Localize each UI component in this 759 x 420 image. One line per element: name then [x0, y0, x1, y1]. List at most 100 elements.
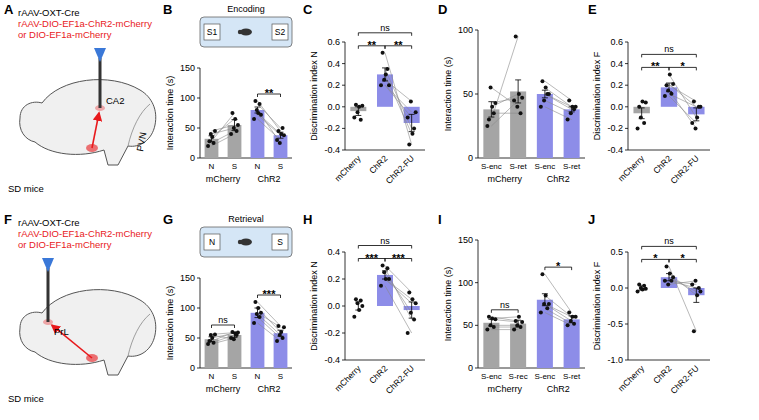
y-tick-label: 100 — [458, 25, 473, 35]
y-tick — [475, 30, 478, 31]
y-tick — [625, 288, 628, 289]
panel-label: I — [438, 212, 442, 227]
data-point — [669, 92, 673, 96]
pair-line — [385, 74, 412, 133]
inset-item: N — [209, 237, 215, 247]
y-axis: -0.4-0.20.00.20.40.6 — [607, 37, 710, 155]
data-point — [698, 105, 702, 109]
sig-label: ns — [664, 44, 674, 54]
inset-title: Retrieval — [228, 214, 264, 224]
data-point — [236, 331, 240, 335]
data-point — [694, 279, 698, 283]
sig-label: *** — [392, 252, 406, 264]
data-point — [637, 282, 641, 286]
x-tick-label: mCherry — [333, 153, 364, 184]
x-tick-label: ChR2 — [651, 153, 674, 176]
data-point — [671, 82, 675, 86]
y-axis-title: Interaction time (s) — [443, 57, 453, 132]
panel-label: B — [163, 2, 172, 17]
pair-line — [385, 279, 412, 303]
error-bar — [278, 330, 284, 336]
data-point — [695, 116, 699, 120]
bar — [537, 94, 553, 158]
y-axis-title: Interaction time (s) — [165, 76, 175, 151]
mouse-head — [238, 30, 242, 34]
chart-panel: C-0.4-0.20.00.20.40.6Discrimination inde… — [303, 2, 425, 186]
data-point — [360, 104, 364, 108]
y-tick-label: 0.2 — [327, 80, 340, 90]
task-inset: Retrieval N S — [200, 214, 292, 257]
subject-label: SD mice — [8, 393, 44, 404]
data-point — [569, 319, 573, 323]
x-tick-label: S — [278, 162, 283, 171]
y-tick-label: 100 — [458, 278, 473, 288]
subject-label: SD mice — [8, 183, 44, 194]
data-point — [517, 92, 521, 96]
y-axis-line — [200, 68, 201, 158]
inset-item: S — [277, 237, 283, 247]
data-point — [644, 287, 648, 291]
data-point — [666, 282, 670, 286]
data-point — [485, 328, 489, 332]
panel-label: F — [4, 212, 12, 227]
panel-label: G — [163, 212, 173, 227]
y-axis-title: Interaction time (s) — [443, 267, 453, 342]
y-tick — [197, 308, 200, 309]
task-inset: EncodingS1S2 — [200, 4, 292, 47]
data-point — [669, 279, 673, 283]
y-tick — [625, 42, 628, 43]
data-point — [697, 286, 701, 290]
y-axis: 050100150 — [180, 273, 292, 373]
y-axis: -0.4-0.20.00.20.40.6 — [324, 37, 425, 155]
data-point — [493, 101, 497, 105]
data-point — [414, 110, 418, 114]
region-label: CA2 — [106, 95, 124, 106]
y-tick — [197, 128, 200, 129]
y-axis: -1.0-0.50.00.5 — [607, 247, 710, 365]
virus-label: rAAV-OXT-Cre — [18, 217, 80, 228]
data-point — [666, 89, 670, 93]
data-point — [385, 67, 389, 71]
data-point — [255, 312, 259, 316]
data-point — [360, 304, 364, 308]
y-axis-line — [345, 252, 346, 360]
sig-label: *** — [365, 252, 379, 264]
x-tick-label: ChR2-FU — [384, 153, 416, 185]
data-point — [210, 135, 214, 139]
data-point — [276, 324, 280, 328]
y-tick-label: 0.2 — [610, 80, 623, 90]
pair-line — [258, 115, 281, 135]
data-point — [212, 141, 216, 145]
y-tick-label: 0.0 — [610, 102, 623, 112]
data-point — [414, 301, 418, 305]
y-tick — [625, 252, 628, 253]
chart-panel: D050100Interaction time (s)S-encS-retS-e… — [438, 2, 585, 184]
data-point — [206, 144, 210, 148]
y-tick — [342, 128, 345, 129]
data-point — [233, 117, 237, 121]
x-axis-line — [345, 360, 425, 361]
inset-item: S2 — [275, 27, 286, 37]
data-point — [356, 301, 360, 305]
x-tick-label: ChR2 — [651, 363, 674, 386]
data-point — [381, 51, 385, 55]
projection-arrow — [52, 325, 92, 358]
sig-bracket — [358, 33, 411, 36]
x-tick-label: ChR2-FU — [668, 153, 700, 185]
panel-label: J — [588, 212, 595, 227]
data-point — [512, 98, 516, 102]
bar — [274, 333, 288, 368]
data-point — [359, 299, 363, 303]
error-bar — [409, 302, 415, 318]
plot-area — [350, 51, 419, 147]
pair-line — [545, 94, 572, 109]
bar — [205, 339, 219, 368]
y-tick — [342, 150, 345, 151]
plot-area — [483, 34, 579, 158]
data-point — [387, 83, 391, 87]
vector-label: or DIO-EF1a-mCherry — [18, 239, 112, 250]
plot-area — [633, 72, 704, 130]
sig-label: ns — [664, 236, 674, 246]
pair-line — [669, 84, 696, 107]
data-point — [519, 325, 523, 329]
